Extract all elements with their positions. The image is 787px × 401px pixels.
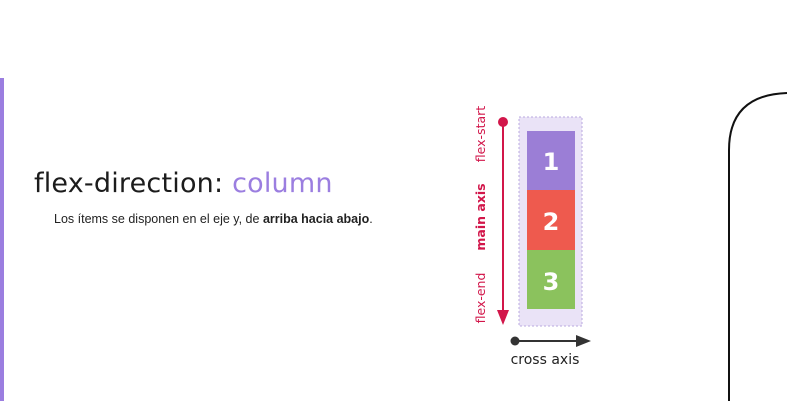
description-suffix: . (369, 212, 373, 226)
device-frame-outline (728, 92, 787, 401)
description-prefix: Los ítems se disponen en el eje y, de (54, 212, 263, 226)
flex-item-3 (527, 250, 575, 309)
slide-description: Los ítems se disponen en el eje y, de ar… (54, 212, 373, 226)
cross-axis-arrowhead-icon (576, 335, 591, 347)
flex-item-3-label: 3 (543, 268, 560, 296)
flex-item-2 (527, 190, 575, 250)
flex-start-label: flex-start (473, 106, 488, 162)
main-axis-label: main axis (473, 183, 488, 250)
main-axis-arrowhead-icon (497, 310, 509, 325)
description-bold: arriba hacia abajo (262, 212, 370, 226)
title-value: column (232, 168, 333, 199)
flex-item-2-label: 2 (543, 208, 560, 236)
flex-item-1 (527, 131, 575, 190)
title-property: flex-direction: (34, 168, 224, 199)
cross-axis-label: cross axis (511, 352, 580, 368)
slide-title: flex-direction: column (34, 168, 333, 199)
flex-item-1-label: 1 (543, 148, 560, 176)
flex-end-label: flex-end (473, 273, 488, 324)
slide-accent-bar (0, 78, 4, 401)
